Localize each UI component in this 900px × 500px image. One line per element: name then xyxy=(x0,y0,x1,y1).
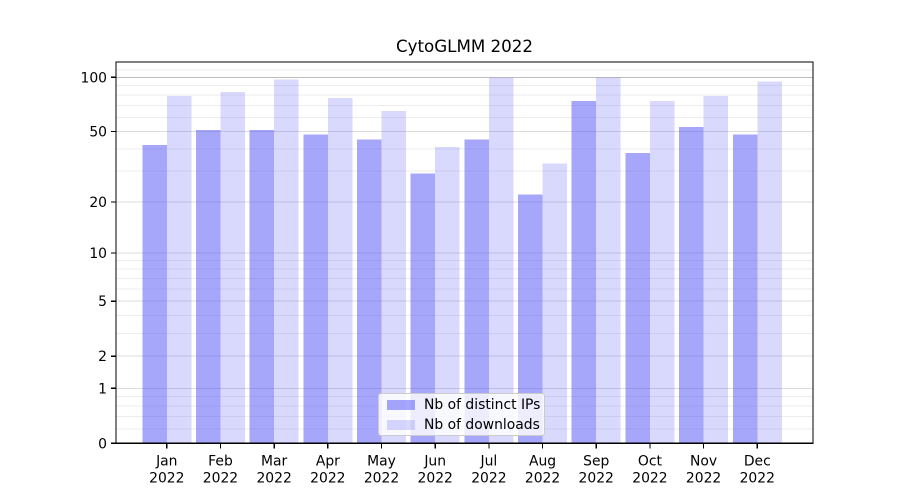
x-tick-label: Oct 2022 xyxy=(632,453,667,486)
bar-downloads-feb xyxy=(220,91,245,444)
x-tick-label: May 2022 xyxy=(364,453,399,486)
legend-row-distinct-ips: Nb of distinct IPs xyxy=(387,397,540,413)
bar-downloads-jul xyxy=(488,77,514,444)
legend-label-downloads: Nb of downloads xyxy=(424,416,540,433)
y-tick-label: 50 xyxy=(89,124,107,140)
legend-swatch-distinct-ips xyxy=(387,399,415,410)
y-tick-label: 2 xyxy=(98,349,107,365)
legend-label-distinct-ips: Nb of distinct IPs xyxy=(424,396,541,413)
bar-ips-sep xyxy=(571,100,597,444)
x-tick-label: Dec 2022 xyxy=(740,453,775,486)
y-tick-label: 100 xyxy=(80,70,107,86)
legend: Nb of distinct IPs Nb of downloads xyxy=(378,393,545,436)
bar-ips-jan xyxy=(142,145,167,444)
x-tick-label: Apr 2022 xyxy=(310,453,345,486)
y-tick-label: 1 xyxy=(98,381,107,397)
bar-ips-oct xyxy=(625,152,650,444)
bar-downloads-oct xyxy=(649,100,675,444)
bar-ips-apr xyxy=(303,134,328,444)
x-tick-label: Mar 2022 xyxy=(256,453,291,486)
bar-ips-jul xyxy=(464,139,489,444)
y-tick-label: 0 xyxy=(98,436,107,452)
legend-swatch-downloads xyxy=(387,419,415,430)
chart-title: CytoGLMM 2022 xyxy=(395,36,534,56)
bar-ips-nov xyxy=(679,126,704,444)
x-tick-label: Jan 2022 xyxy=(149,453,184,486)
bar-downloads-aug xyxy=(542,163,568,444)
x-tick-label: Nov 2022 xyxy=(686,453,721,486)
bar-downloads-apr xyxy=(327,97,353,444)
bar-downloads-dec xyxy=(757,81,782,444)
legend-row-downloads: Nb of downloads xyxy=(387,417,540,433)
x-tick-label: Jun 2022 xyxy=(418,453,453,486)
bar-downloads-mar xyxy=(274,79,299,444)
bar-ips-mar xyxy=(249,129,275,444)
bar-downloads-nov xyxy=(703,95,729,444)
bar-downloads-may xyxy=(381,111,407,444)
bar-ips-may xyxy=(357,139,382,444)
x-tick-label: Aug 2022 xyxy=(525,453,560,486)
bar-ips-dec xyxy=(732,134,758,444)
x-tick-label: Jul 2022 xyxy=(471,453,506,486)
bar-downloads-sep xyxy=(596,77,621,444)
bar-ips-feb xyxy=(195,129,221,444)
x-tick-label: Sep 2022 xyxy=(579,453,614,486)
y-tick-label: 20 xyxy=(89,195,107,211)
y-tick-label: 5 xyxy=(98,294,107,310)
bar-downloads-jan xyxy=(166,95,192,444)
x-tick-label: Feb 2022 xyxy=(203,453,238,486)
y-tick-label: 10 xyxy=(89,246,107,262)
